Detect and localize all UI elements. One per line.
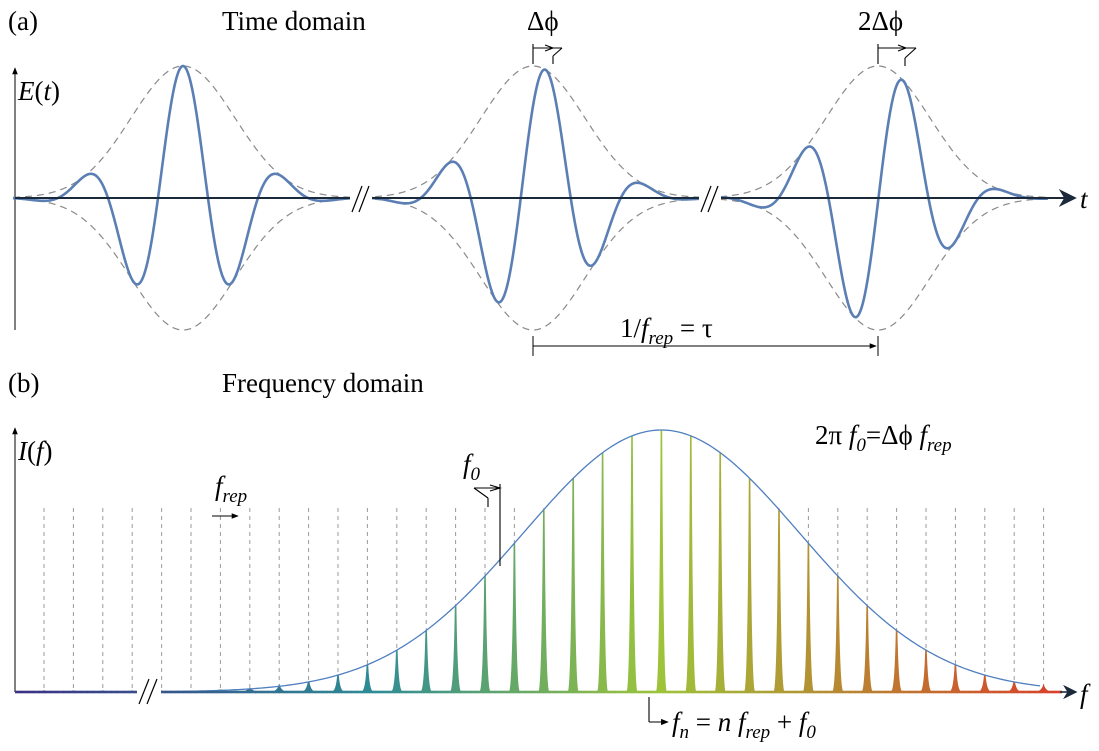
- pulse-envelope-lower: [708, 199, 1048, 330]
- comb-line: [451, 606, 461, 692]
- frequency-comb: [44, 430, 1049, 692]
- comb-line: [480, 576, 490, 692]
- frep-label: frep: [215, 471, 247, 507]
- panel-b: (b) Frequency domain 2π f0=Δϕ frep I(f) …: [8, 368, 1091, 743]
- comb-line: [333, 675, 343, 692]
- comb-line: [598, 453, 608, 692]
- panel-a-tag: (a): [8, 6, 38, 36]
- pulse-envelope-upper: [708, 66, 1048, 197]
- phase-bracket-2: [878, 44, 916, 66]
- time-pulses: [13, 66, 1048, 317]
- comb-line: [980, 675, 990, 692]
- panel-b-tag: (b): [8, 368, 39, 398]
- period-label: 1/frep = τ: [620, 313, 713, 349]
- comb-line: [627, 436, 637, 692]
- comb-line: [539, 510, 549, 692]
- f0-bracket: [474, 484, 500, 566]
- axis-break-a2: [699, 186, 721, 212]
- f0-label: f0: [463, 449, 481, 485]
- phase-label-1: Δϕ: [527, 6, 559, 36]
- comb-line: [862, 606, 872, 692]
- panel-a: (a) Time domain E(t) t Δϕ: [8, 6, 1089, 356]
- comb-line: [392, 650, 402, 692]
- panel-b-y-label: I(f): [17, 436, 53, 466]
- pulse-envelope-upper: [363, 66, 703, 197]
- spectral-envelope: [150, 430, 1040, 692]
- axis-break-b: [137, 679, 161, 704]
- fn-label: fn = n frep + f0: [672, 707, 816, 743]
- comb-line: [715, 453, 725, 692]
- comb-line: [686, 436, 696, 692]
- comb-line: [304, 682, 314, 692]
- pulse-waveform: [13, 66, 353, 284]
- comb-line: [362, 665, 372, 692]
- comb-line: [509, 543, 519, 692]
- pulse-envelope-lower: [363, 199, 703, 330]
- panel-a-title: Time domain: [222, 6, 366, 36]
- comb-line: [950, 665, 960, 692]
- comb-line: [774, 510, 784, 692]
- comb-line: [656, 430, 666, 692]
- panel-a-y-label: E(t): [17, 76, 60, 106]
- axis-break-a1: [350, 186, 372, 212]
- comb-line: [892, 631, 902, 693]
- panel-a-x-label: t: [1080, 184, 1089, 214]
- comb-line: [803, 543, 813, 692]
- comb-line: [421, 631, 431, 693]
- panel-b-x-label: f: [1080, 679, 1091, 709]
- comb-line: [833, 576, 843, 692]
- comb-line: [1009, 682, 1019, 692]
- panel-b-title: Frequency domain: [222, 368, 424, 398]
- comb-line: [921, 650, 931, 692]
- pulse-waveform: [363, 70, 703, 303]
- comb-line: [568, 478, 578, 692]
- fn-hook: [649, 697, 668, 722]
- pulse-envelope-upper: [13, 66, 353, 197]
- pulse-envelope-lower: [13, 199, 353, 330]
- comb-line: [745, 478, 755, 692]
- frequency-relation: 2π f0=Δϕ frep: [815, 420, 952, 456]
- phase-label-2: 2Δϕ: [858, 6, 903, 36]
- phase-bracket-1: [533, 44, 562, 64]
